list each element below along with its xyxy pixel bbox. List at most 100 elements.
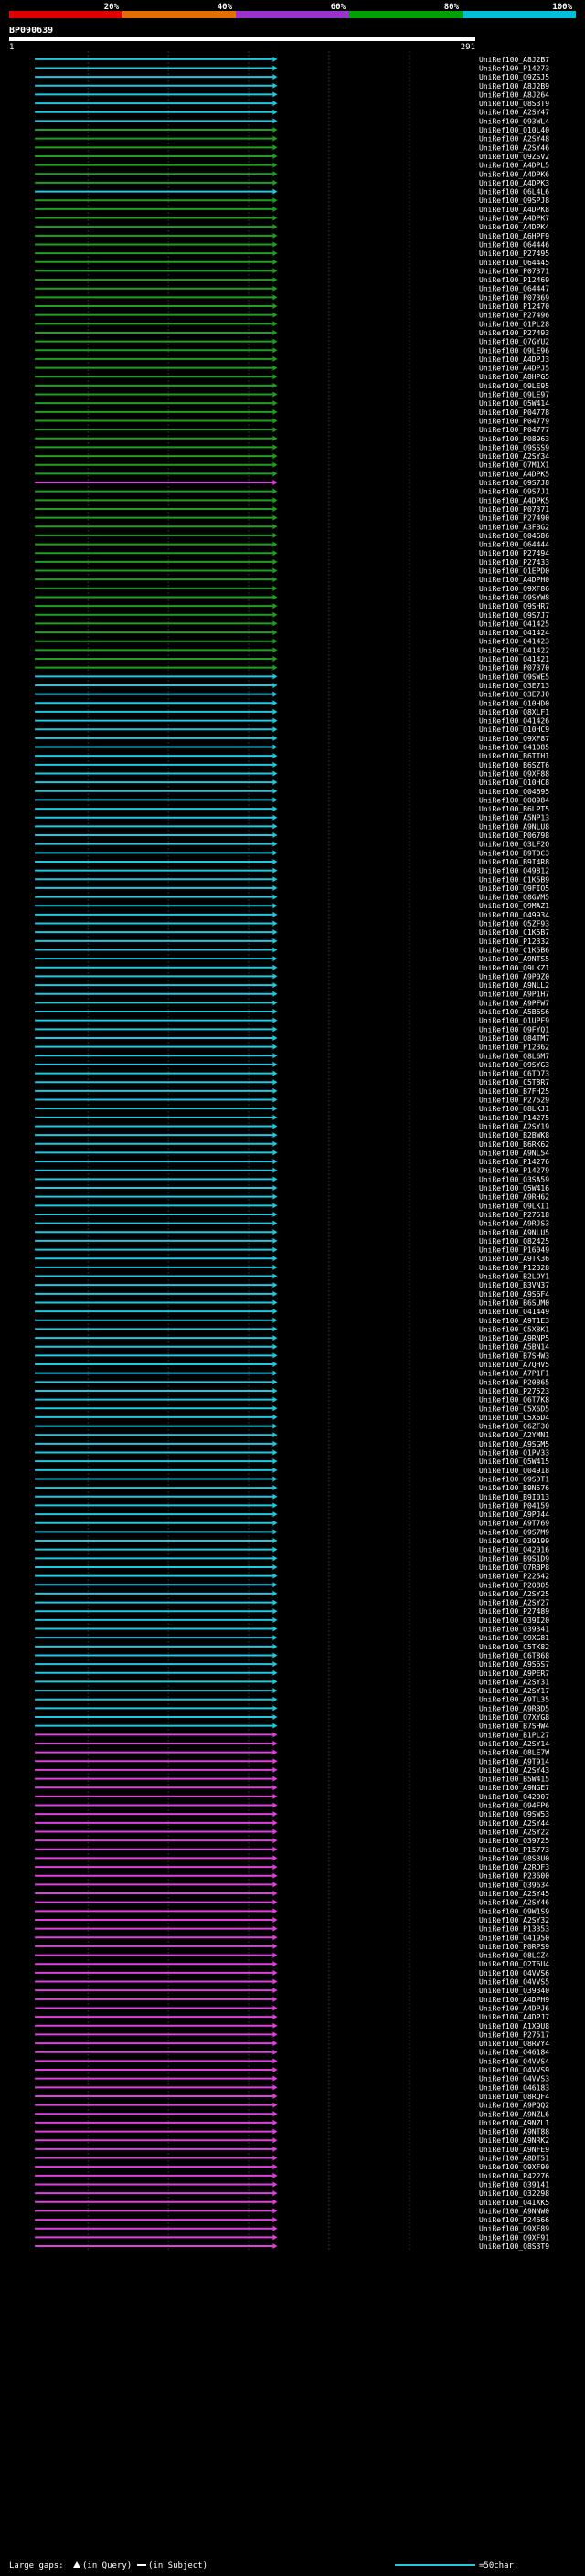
hit-arrow	[272, 329, 278, 335]
hit-label: UniRef100_A9RJS3	[479, 1220, 549, 1228]
hit-label: UniRef100_P27517	[479, 2030, 549, 2039]
hit-arrow	[272, 1882, 278, 1888]
hit-label: UniRef100_O4VVS5	[479, 1978, 549, 1987]
hit-arrow	[272, 1034, 278, 1041]
hit-arrow	[272, 991, 278, 997]
hit-label: UniRef100_O8RQF4	[479, 2093, 549, 2101]
hit-arrow	[272, 2041, 278, 2047]
hit-arrow	[272, 1193, 278, 1200]
hit-arrow	[272, 418, 278, 424]
hit-arrow	[272, 268, 278, 274]
hit-label: UniRef100_A9NNW0	[479, 2207, 549, 2215]
hit-arrow	[272, 127, 278, 133]
hit-arrow	[272, 1590, 278, 1596]
hit-arrow	[272, 938, 278, 944]
hit-arrow	[272, 1362, 278, 1368]
hit-label: UniRef100_P04777	[479, 426, 549, 434]
hit-label: UniRef100_B6SUM0	[479, 1299, 549, 1307]
legend-gap-query: (in Query)	[82, 2561, 132, 2571]
hit-arrow	[272, 497, 278, 504]
hit-arrow	[272, 2111, 278, 2117]
hit-label: UniRef100_P0RPS9	[479, 1943, 549, 1951]
hit-label: UniRef100_P06798	[479, 832, 549, 840]
hit-arrow	[272, 814, 278, 821]
hit-label: UniRef100_Q00984	[479, 796, 549, 804]
hit-arrow	[272, 2014, 278, 2020]
hit-label: UniRef100_Q64445	[479, 259, 549, 267]
hit-label: UniRef100_A9NTS5	[479, 955, 549, 963]
hit-arrow	[272, 480, 278, 486]
hit-arrow	[272, 215, 278, 221]
hit-arrow	[272, 1493, 278, 1500]
hit-label: UniRef100_P07371	[479, 267, 549, 275]
hit-arrow	[272, 550, 278, 557]
hit-arrow	[272, 647, 278, 653]
hit-label: UniRef100_Q7XYG8	[479, 1713, 549, 1722]
hit-label: UniRef100_B7FH25	[479, 1087, 549, 1096]
hit-arrow	[272, 1044, 278, 1050]
hit-label: UniRef100_A3FBG2	[479, 523, 549, 531]
hit-arrow	[272, 1846, 278, 1852]
hit-arrow	[272, 524, 278, 530]
hit-label: UniRef100_O41423	[479, 638, 549, 646]
hit-arrow	[272, 1299, 278, 1306]
hit-arrow	[272, 1432, 278, 1438]
hit-arrow	[272, 1079, 278, 1086]
hit-arrow	[272, 858, 278, 864]
hit-arrow	[272, 1511, 278, 1518]
hit-arrow	[272, 408, 278, 415]
hit-label: UniRef100_Q04695	[479, 788, 549, 796]
hit-label: UniRef100_Q64446	[479, 240, 549, 249]
hit-label: UniRef100_P07371	[479, 505, 549, 514]
hit-arrow	[272, 294, 278, 301]
hit-label: UniRef100_C5X8K1	[479, 1325, 549, 1333]
hit-arrow	[272, 567, 278, 574]
hit-label: UniRef100_A2SY32	[479, 1916, 549, 1924]
hit-arrow	[272, 1732, 278, 1738]
legend-gaps-label: Large gaps:	[9, 2561, 64, 2571]
hit-arrow	[272, 1573, 278, 1579]
hit-arrow	[272, 224, 278, 230]
scale-segment	[349, 11, 463, 18]
hit-label: UniRef100_A2SY47	[479, 109, 549, 117]
hit-arrow	[272, 2181, 278, 2188]
hit-arrow	[272, 1159, 278, 1165]
hit-arrow	[272, 744, 278, 750]
hit-arrow	[272, 1335, 278, 1341]
hit-label: UniRef100_O41085	[479, 744, 549, 752]
hit-label: UniRef100_A4DPK5	[479, 496, 549, 504]
hit-label: UniRef100_A8J264	[479, 90, 549, 99]
hit-label: UniRef100_C1K5B9	[479, 875, 549, 884]
hit-label: UniRef100_C1K5B7	[479, 928, 549, 937]
hit-arrow	[272, 1802, 278, 1808]
hit-arrow	[272, 2049, 278, 2055]
hit-arrow	[272, 514, 278, 521]
hit-label: UniRef100_Q04918	[479, 1467, 549, 1475]
hit-arrow	[272, 2102, 278, 2108]
hit-label: UniRef100_P13353	[479, 1925, 549, 1934]
hit-arrow	[272, 1026, 278, 1033]
hit-arrow	[272, 1546, 278, 1553]
hit-arrow	[272, 250, 278, 257]
hit-label: UniRef100_A9NZL6	[479, 2110, 549, 2118]
hit-arrow	[272, 1097, 278, 1103]
hit-arrow	[272, 2137, 278, 2144]
hit-arrow	[272, 1017, 278, 1023]
hit-arrow	[272, 2217, 278, 2223]
hit-label: UniRef100_Q9FYQ1	[479, 1025, 549, 1034]
hit-label: UniRef100_Q7M1X1	[479, 461, 549, 470]
hit-label: UniRef100_Q6ZF30	[479, 1423, 549, 1431]
hit-arrow	[272, 135, 278, 142]
hit-label: UniRef100_B7SHW4	[479, 1723, 549, 1731]
hit-label: UniRef100_P24666	[479, 2216, 549, 2224]
hit-arrow	[272, 2243, 278, 2250]
hit-arrow	[272, 894, 278, 900]
hit-arrow	[272, 841, 278, 847]
hit-arrow	[272, 717, 278, 724]
hit-arrow	[272, 65, 278, 71]
hit-label: UniRef100_A9SGM5	[479, 1440, 549, 1448]
hit-label: UniRef100_Q9XF89	[479, 2225, 549, 2233]
hit-label: UniRef100_B6TIH1	[479, 752, 549, 760]
hit-arrow	[272, 1988, 278, 1994]
